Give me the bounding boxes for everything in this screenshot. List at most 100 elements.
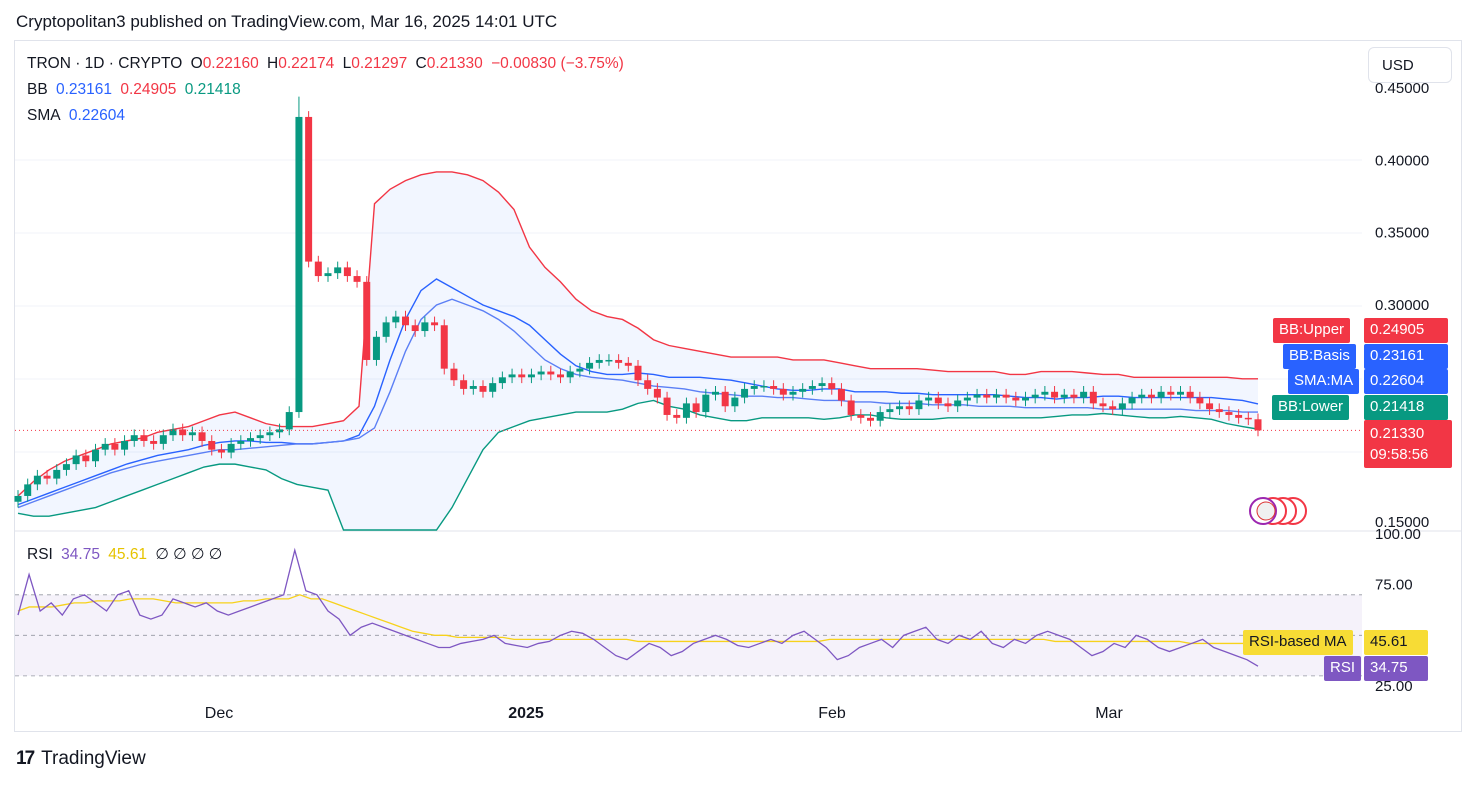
open-value: 0.22160 bbox=[202, 55, 259, 72]
x-tick-label: Dec bbox=[205, 705, 233, 722]
candle-body bbox=[440, 325, 448, 369]
bb-basis-value: 0.23161 bbox=[56, 81, 113, 98]
candle-body bbox=[372, 336, 380, 360]
candle-body bbox=[460, 380, 468, 389]
candle-body bbox=[905, 406, 913, 410]
candle-body bbox=[1109, 406, 1117, 410]
symbol-label[interactable]: TRON · 1D · CRYPTO bbox=[27, 55, 183, 72]
candle-body bbox=[963, 397, 971, 401]
candle-body bbox=[1157, 391, 1165, 398]
candle-body bbox=[847, 400, 855, 415]
candle-body bbox=[973, 394, 981, 398]
candle-body bbox=[62, 464, 70, 470]
bb-upper-line bbox=[17, 171, 1258, 497]
candle-body bbox=[402, 316, 409, 326]
candle-body bbox=[314, 261, 322, 277]
candle-body bbox=[867, 417, 874, 421]
rsi-ma-line bbox=[17, 594, 1259, 645]
candle-body bbox=[547, 371, 555, 375]
candle-body bbox=[944, 403, 952, 407]
candle-body bbox=[43, 475, 51, 479]
candle-body bbox=[954, 400, 962, 407]
bb-upper-tag-value: 0.24905 bbox=[1364, 318, 1448, 343]
footer-brand[interactable]: 17 TradingView bbox=[16, 748, 146, 770]
candle-body bbox=[169, 429, 177, 436]
candle-body bbox=[1196, 397, 1204, 404]
candle-body bbox=[324, 273, 332, 277]
candle-body bbox=[915, 400, 923, 410]
candle-body bbox=[130, 435, 138, 441]
sma-legend[interactable]: SMA 0.22604 bbox=[27, 107, 129, 125]
brand-name: TradingView bbox=[41, 748, 146, 769]
currency-button[interactable]: USD bbox=[1368, 47, 1452, 83]
candle-body bbox=[886, 409, 894, 413]
candle-body bbox=[983, 394, 991, 398]
candle-body bbox=[527, 374, 535, 378]
candle-body bbox=[518, 374, 526, 378]
last-price-value: 0.21330 bbox=[1370, 425, 1425, 442]
x-tick-label: Feb bbox=[818, 705, 846, 722]
candle-body bbox=[305, 116, 313, 262]
candle-body bbox=[750, 386, 758, 389]
bb-upper-tag-label: BB:Upper bbox=[1273, 318, 1351, 343]
candle-body bbox=[682, 403, 690, 418]
bb-lower-tag-value: 0.21418 bbox=[1364, 395, 1448, 420]
candle-body bbox=[876, 412, 884, 421]
candle-body bbox=[586, 362, 594, 369]
publisher-line: Cryptopolitan3 published on TradingView.… bbox=[16, 12, 558, 31]
x-tick-label: 2025 bbox=[508, 705, 544, 722]
candle-body bbox=[295, 116, 303, 413]
candle-body bbox=[72, 455, 80, 465]
candle-body bbox=[741, 388, 749, 398]
candle-body bbox=[479, 386, 487, 392]
bb-lower-value: 0.21418 bbox=[184, 81, 241, 98]
candle-body bbox=[14, 495, 22, 502]
candle-body bbox=[1128, 397, 1136, 404]
candle-body bbox=[731, 397, 739, 407]
candle-body bbox=[256, 435, 264, 439]
candle-body bbox=[1089, 391, 1097, 404]
candle-body bbox=[266, 432, 274, 436]
sma-tag-value: 0.22604 bbox=[1364, 369, 1448, 394]
rsi-value: 34.75 bbox=[61, 546, 100, 563]
bb-lower-tag-label: BB:Lower bbox=[1272, 395, 1350, 420]
candle-body bbox=[1041, 391, 1049, 395]
bb-basis-tag-value: 0.23161 bbox=[1364, 344, 1448, 369]
candle-body bbox=[217, 449, 225, 453]
candle-body bbox=[721, 391, 729, 407]
candle-body bbox=[634, 365, 642, 381]
bb-basis-tag-label: BB:Basis bbox=[1283, 344, 1356, 369]
price-tick-label: 0.40000 bbox=[1375, 152, 1429, 169]
candle-body bbox=[692, 403, 700, 413]
candle-body bbox=[925, 397, 933, 401]
price-legend: TRON · 1D · CRYPTO O0.22160 H0.22174 L0.… bbox=[27, 55, 628, 73]
candle-body bbox=[808, 386, 816, 389]
bb-label: BB bbox=[27, 81, 48, 98]
candle-body bbox=[644, 380, 652, 389]
candle-body bbox=[1051, 391, 1059, 398]
candle-body bbox=[1060, 394, 1068, 398]
low-label: L bbox=[342, 55, 352, 72]
candle-body bbox=[1012, 397, 1020, 401]
rsi-legend[interactable]: RSI 34.75 45.61 ∅ ∅ ∅ ∅ bbox=[27, 545, 226, 564]
last-price-tag: 0.21330 09:58:56 bbox=[1364, 420, 1452, 468]
rsi-label: RSI bbox=[27, 546, 53, 563]
candle-body bbox=[828, 383, 836, 389]
candle-body bbox=[624, 362, 632, 366]
candle-body bbox=[1118, 403, 1126, 410]
rsi-extras: ∅ ∅ ∅ ∅ bbox=[155, 546, 223, 563]
candle-body bbox=[334, 267, 342, 274]
chart-frame bbox=[14, 40, 1462, 732]
candle-body bbox=[818, 383, 826, 387]
candle-body bbox=[1147, 394, 1155, 398]
bb-lower-line bbox=[17, 399, 1259, 531]
close-value: 0.21330 bbox=[426, 55, 483, 72]
candle-body bbox=[1138, 394, 1146, 398]
candle-body bbox=[760, 386, 768, 388]
candle-body bbox=[489, 383, 497, 392]
candle-body bbox=[1225, 412, 1233, 415]
bb-legend[interactable]: BB 0.23161 0.24905 0.21418 bbox=[27, 81, 245, 99]
sma-tag-label: SMA:MA bbox=[1288, 369, 1360, 394]
candle-body bbox=[450, 368, 458, 381]
